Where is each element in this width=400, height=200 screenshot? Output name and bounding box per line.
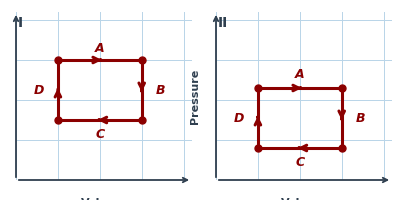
Point xyxy=(338,86,345,90)
Text: Volume: Volume xyxy=(81,198,127,200)
Text: I: I xyxy=(18,16,23,30)
Text: C: C xyxy=(95,128,104,140)
Text: Volume: Volume xyxy=(281,198,327,200)
Point xyxy=(338,146,345,150)
Text: B: B xyxy=(156,84,165,97)
Point xyxy=(55,58,61,62)
Point xyxy=(255,86,261,90)
Text: D: D xyxy=(34,84,44,97)
Point xyxy=(55,118,61,122)
Point xyxy=(138,118,145,122)
Text: A: A xyxy=(95,42,105,54)
Point xyxy=(255,146,261,150)
Text: B: B xyxy=(356,112,365,124)
Text: D: D xyxy=(234,112,244,124)
Text: II: II xyxy=(218,16,228,30)
Text: A: A xyxy=(295,68,305,80)
Text: C: C xyxy=(295,156,304,168)
Point xyxy=(138,58,145,62)
Text: Pressure: Pressure xyxy=(190,68,200,124)
